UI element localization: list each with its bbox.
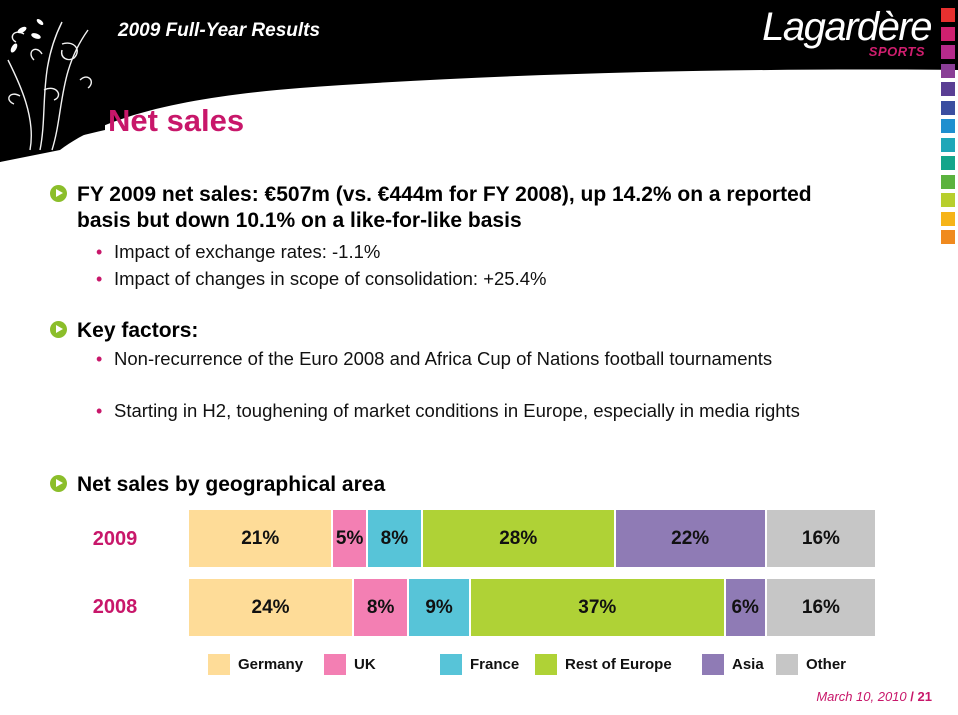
- header-title: 2009 Full-Year Results: [118, 20, 321, 41]
- bar-segment-france: 9%: [409, 579, 472, 636]
- legend-item-france: France: [440, 653, 519, 675]
- color-swatch: [941, 156, 955, 170]
- bullet-arrow-icon: [50, 185, 67, 202]
- data-label: 22%: [671, 527, 710, 549]
- legend-label: Asia: [732, 655, 764, 673]
- color-swatch: [941, 230, 955, 244]
- footer-date: March 10, 2010: [816, 689, 907, 704]
- data-label: 9%: [425, 596, 453, 618]
- data-label: 24%: [251, 596, 290, 618]
- bullet-key-factors: Key factors:: [50, 318, 830, 344]
- color-swatch: [941, 26, 955, 41]
- legend-swatch: [208, 653, 230, 675]
- bullet-fy-net-sales: FY 2009 net sales: €507m (vs. €444m for …: [50, 182, 830, 234]
- bar-segment-other: 16%: [766, 579, 877, 636]
- data-label: 8%: [366, 596, 395, 618]
- sub-bullet: • Starting in H2, toughening of market c…: [96, 399, 816, 423]
- footer-page-number: 21: [917, 689, 932, 704]
- color-swatch: [941, 211, 955, 226]
- bullet-arrow-icon: [50, 321, 67, 338]
- sub-bullet-text: Starting in H2, toughening of market con…: [114, 400, 800, 421]
- sub-bullet-dot-icon: •: [96, 269, 103, 289]
- color-swatch: [941, 193, 955, 207]
- legend-item-asia: Asia: [702, 653, 764, 675]
- legend-label: Other: [806, 655, 847, 673]
- ornament-leaves: [10, 19, 44, 53]
- bullet-text: Net sales by geographical area: [77, 473, 386, 496]
- color-swatch: [941, 82, 955, 96]
- sub-bullet-dot-icon: •: [96, 242, 103, 262]
- color-swatch: [941, 137, 955, 152]
- page-title: Net sales: [108, 103, 245, 138]
- legend-item-rest-of-europe: Rest of Europe: [535, 653, 672, 675]
- data-label: 5%: [335, 527, 364, 549]
- bullet-text: FY 2009 net sales: €507m (vs. €444m for …: [77, 183, 812, 232]
- stacked-bar-2009: 21% 5% 8% 28% 22% 16%: [189, 510, 877, 567]
- color-swatch: [941, 174, 955, 189]
- stacked-bar-2008: 24% 8% 9% 37% 6% 16%: [189, 579, 877, 636]
- data-label: 8%: [380, 527, 409, 549]
- data-label: 16%: [801, 596, 840, 618]
- data-label: 21%: [241, 527, 280, 549]
- legend-label: France: [470, 655, 520, 673]
- bar-segment-asia: 6%: [725, 579, 767, 636]
- legend-swatch: [440, 653, 462, 675]
- legend-swatch: [324, 653, 346, 675]
- bullet-geographical-area: Net sales by geographical area: [50, 472, 830, 498]
- legend-swatch: [535, 653, 557, 675]
- legend-item-uk: UK: [324, 653, 376, 675]
- lagardere-sports-logo: Lagardère SPORTS: [762, 4, 935, 60]
- sub-bullet: • Non-recurrence of the Euro 2008 and Af…: [96, 347, 816, 371]
- color-swatch: [941, 8, 955, 22]
- legend-item-other: Other: [776, 653, 846, 675]
- color-swatch: [941, 119, 955, 133]
- legend-swatch: [702, 653, 724, 675]
- bar-segment-uk: 5%: [333, 510, 368, 567]
- bar-segment-uk: 8%: [354, 579, 410, 636]
- bar-segment-france: 8%: [367, 510, 423, 567]
- data-label: 28%: [499, 527, 538, 549]
- slide-footer: March 10, 2010 / 21: [816, 689, 932, 704]
- legend-label: Rest of Europe: [565, 655, 672, 673]
- category-label-2009: 2009: [92, 528, 138, 550]
- data-label: 16%: [801, 527, 840, 549]
- legend-label: UK: [354, 655, 376, 673]
- bullet-arrow-icon: [50, 475, 67, 492]
- legend-swatch: [776, 653, 798, 675]
- sub-bullet-text: Impact of exchange rates: -1.1%: [114, 241, 381, 262]
- bar-segment-rest-of-europe: 37%: [471, 579, 726, 636]
- logo-wordmark: Lagardère: [762, 5, 932, 49]
- data-label: 6%: [731, 596, 759, 618]
- legend-label: Germany: [238, 655, 304, 673]
- data-label: 37%: [578, 596, 617, 618]
- color-swatch: [941, 45, 955, 59]
- sub-bullet: • Impact of exchange rates: -1.1%: [96, 240, 816, 264]
- color-swatch: [941, 63, 955, 78]
- bar-segment-germany: 24%: [189, 579, 355, 636]
- color-swatch: [941, 100, 955, 115]
- sub-bullet-dot-icon: •: [96, 401, 103, 421]
- sub-bullet-dot-icon: •: [96, 349, 103, 369]
- bullet-text: Key factors:: [77, 319, 199, 342]
- bar-segment-germany: 21%: [189, 510, 334, 567]
- color-swatch-strip: [941, 8, 955, 249]
- header-band: [0, 0, 958, 162]
- bar-segment-rest-of-europe: 28%: [422, 510, 616, 567]
- sub-bullet: • Impact of changes in scope of consolid…: [96, 267, 816, 291]
- sub-bullet-text: Impact of changes in scope of consolidat…: [114, 268, 547, 289]
- logo-subtitle: SPORTS: [868, 44, 925, 59]
- floral-ornament: [7, 21, 92, 151]
- bar-segment-other: 16%: [766, 510, 877, 567]
- footer-separator: /: [910, 689, 914, 704]
- sub-bullet-text: Non-recurrence of the Euro 2008 and Afri…: [114, 348, 773, 369]
- bar-segment-asia: 22%: [615, 510, 767, 567]
- category-label-2008: 2008: [92, 596, 138, 618]
- legend-item-germany: Germany: [208, 653, 303, 675]
